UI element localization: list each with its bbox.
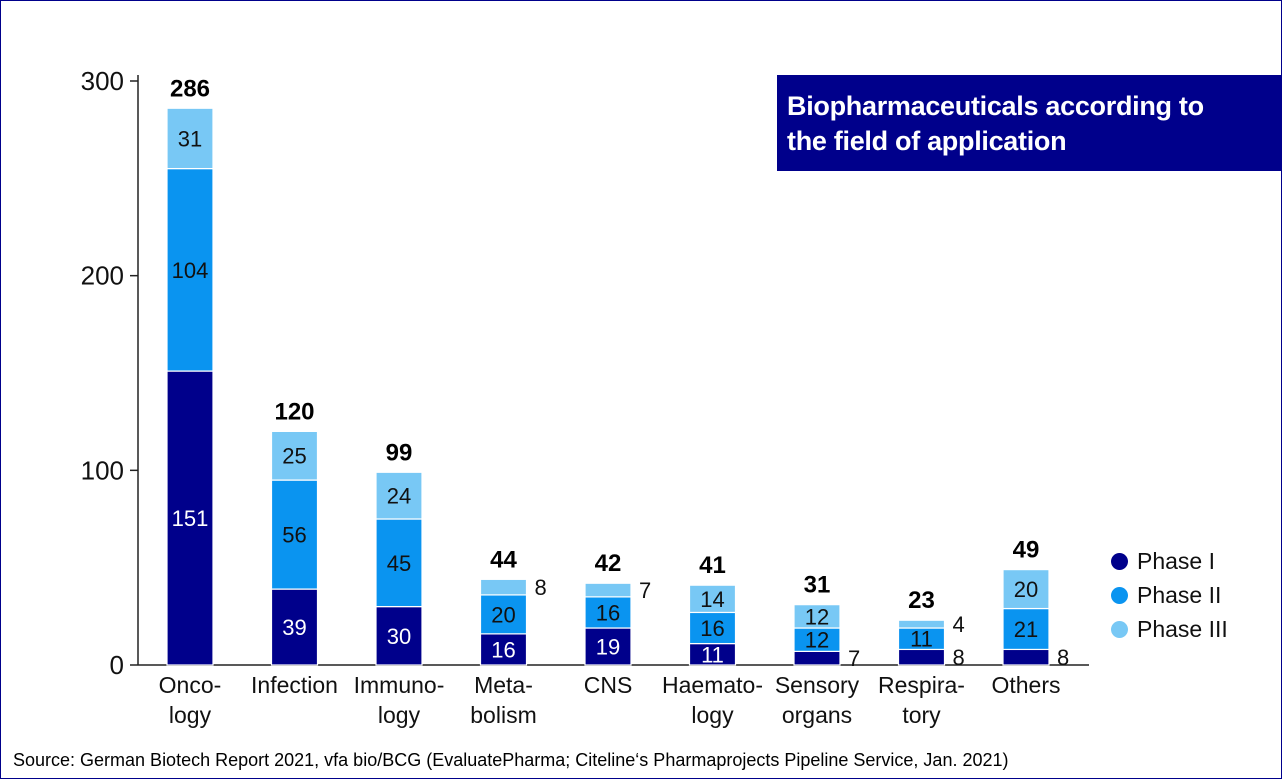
total-label: 31 — [804, 572, 831, 599]
data-label: 4 — [953, 612, 965, 637]
bar-segment — [793, 650, 841, 666]
x-tick-label: Others — [991, 672, 1060, 698]
bar-segment — [166, 107, 214, 170]
data-label: 24 — [387, 484, 411, 509]
legend-swatch — [1111, 620, 1128, 638]
bar-segment — [584, 627, 632, 666]
x-tick-label: organs — [782, 702, 852, 728]
legend-label: Phase I — [1137, 547, 1215, 574]
legend-item-phase-2: Phase II — [1111, 578, 1228, 612]
bar-segment — [1002, 648, 1050, 666]
data-label: 8 — [535, 575, 547, 600]
bar-segment — [375, 605, 423, 666]
data-label: 16 — [596, 600, 620, 625]
bar-segment — [270, 479, 319, 590]
bar-segment — [479, 578, 528, 596]
bar-segment — [375, 518, 423, 608]
data-label: 16 — [700, 616, 724, 641]
bar-segment — [166, 168, 214, 372]
legend-swatch — [1111, 586, 1128, 604]
total-label: 286 — [170, 75, 210, 102]
bar-segment — [479, 633, 528, 666]
data-label: 14 — [700, 587, 724, 612]
legend-item-phase-1: Phase I — [1111, 544, 1228, 578]
data-label: 56 — [282, 523, 306, 548]
y-tick-label: 300 — [81, 66, 124, 96]
data-label: 8 — [953, 645, 965, 670]
data-label: 45 — [387, 551, 411, 576]
y-tick-label: 100 — [81, 455, 124, 485]
data-label: 12 — [805, 628, 829, 653]
x-tick-label: Haemato- — [662, 672, 763, 698]
bar-segment — [584, 582, 632, 598]
total-label: 23 — [908, 587, 935, 614]
chart-title-box: Biopharmaceuticals according to the fiel… — [777, 75, 1282, 171]
data-label: 12 — [805, 604, 829, 629]
total-label: 120 — [274, 398, 314, 425]
data-label: 8 — [1057, 645, 1069, 670]
bar-segment — [688, 611, 737, 645]
bar-segment — [270, 588, 319, 666]
data-label: 39 — [282, 615, 306, 640]
x-tick-label: Immuno- — [354, 672, 445, 698]
data-label: 31 — [178, 126, 202, 151]
bar-segment — [688, 584, 737, 614]
x-tick-label: CNS — [584, 672, 633, 698]
data-label: 25 — [282, 444, 306, 469]
x-tick-label: Infection — [251, 672, 338, 698]
data-label: 19 — [596, 635, 620, 660]
x-tick-label: logy — [691, 702, 734, 728]
legend-item-phase-3: Phase III — [1111, 612, 1228, 646]
total-label: 99 — [386, 439, 413, 466]
total-label: 42 — [595, 550, 622, 577]
bar-segment — [270, 430, 319, 481]
data-label: 21 — [1014, 617, 1038, 642]
chart-title-line-1: Biopharmaceuticals according to — [787, 91, 1204, 121]
data-label: 11 — [701, 642, 724, 667]
data-label: 11 — [910, 627, 933, 652]
chart-title-line-2: the field of application — [787, 126, 1067, 156]
total-label: 44 — [490, 546, 517, 573]
data-label: 104 — [172, 258, 209, 283]
bar-segment — [897, 619, 946, 629]
legend: Phase I Phase II Phase III — [1111, 544, 1228, 646]
data-label: 7 — [848, 646, 860, 671]
legend-label: Phase II — [1137, 581, 1222, 608]
bar-segment — [375, 471, 423, 520]
bar-segment — [1002, 569, 1050, 610]
x-tick-label: logy — [378, 702, 421, 728]
bar-segment — [897, 648, 946, 666]
y-tick-label: 0 — [110, 650, 124, 680]
legend-swatch — [1111, 552, 1128, 570]
data-label: 30 — [387, 624, 411, 649]
bar-segment — [1002, 607, 1050, 651]
data-label: 16 — [491, 637, 515, 662]
bar-segment — [166, 370, 214, 666]
x-tick-label: tory — [902, 702, 941, 728]
data-label: 151 — [172, 506, 209, 531]
x-tick-label: logy — [169, 702, 212, 728]
x-tick-label: Respira- — [878, 672, 965, 698]
data-label: 7 — [639, 578, 651, 603]
x-tick-label: bolism — [470, 702, 536, 728]
x-tick-label: Sensory — [775, 672, 860, 698]
total-label: 49 — [1013, 537, 1040, 564]
legend-label: Phase III — [1137, 615, 1228, 642]
y-tick-label: 200 — [81, 261, 124, 291]
x-tick-label: Meta- — [474, 672, 533, 698]
total-label: 41 — [699, 552, 726, 579]
x-tick-label: Onco- — [159, 672, 222, 698]
bar-segment — [479, 594, 528, 635]
source-note: Source: German Biotech Report 2021, vfa … — [13, 750, 1009, 770]
bar-segment — [793, 604, 841, 629]
data-label: 20 — [1014, 577, 1038, 602]
data-label: 20 — [491, 602, 515, 627]
